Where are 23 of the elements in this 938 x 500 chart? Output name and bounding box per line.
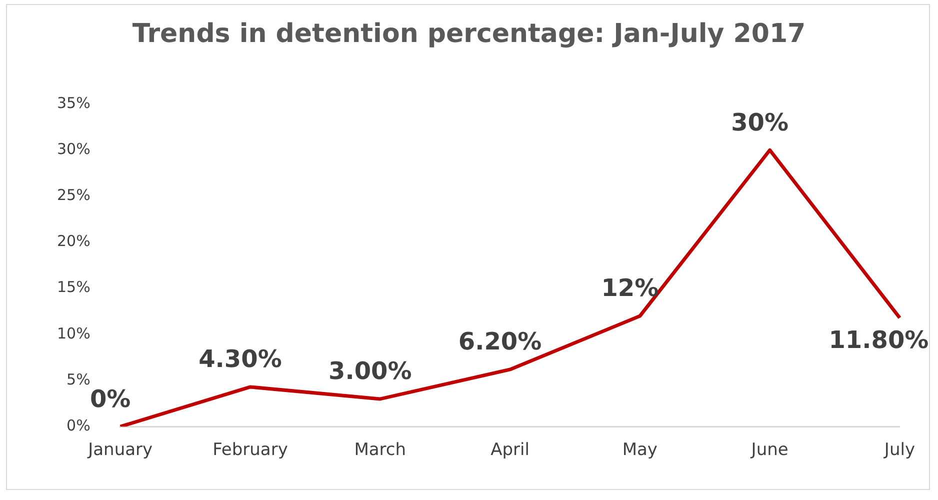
- data-label: 0%: [90, 384, 131, 413]
- x-tick-label: February: [212, 440, 288, 460]
- x-tick-label: May: [622, 440, 658, 460]
- y-tick-label: 20%: [56, 232, 90, 250]
- y-tick-label: 35%: [56, 94, 90, 112]
- x-tick-label: January: [87, 440, 153, 460]
- chart-title: Trends in detention percentage: Jan-July 2017: [131, 19, 807, 49]
- y-tick-label: 25%: [56, 186, 90, 204]
- y-tick-label: 30%: [56, 140, 90, 158]
- y-tick-label: 10%: [56, 324, 90, 342]
- data-label: 30%: [731, 108, 789, 136]
- x-tick-label: March: [354, 440, 406, 460]
- data-label: 6.20%: [458, 328, 542, 356]
- data-label: 11.80%: [828, 326, 929, 354]
- y-tick-label: 15%: [56, 278, 90, 296]
- x-tick-label: April: [490, 440, 530, 460]
- data-label: 3.00%: [328, 357, 412, 386]
- data-label: 4.30%: [198, 345, 282, 374]
- x-tick-label: July: [883, 440, 916, 460]
- x-tick-label: June: [750, 440, 788, 460]
- y-tick-label: 0%: [66, 416, 90, 434]
- data-label: 12%: [601, 274, 659, 302]
- y-tick-label: 5%: [66, 370, 90, 388]
